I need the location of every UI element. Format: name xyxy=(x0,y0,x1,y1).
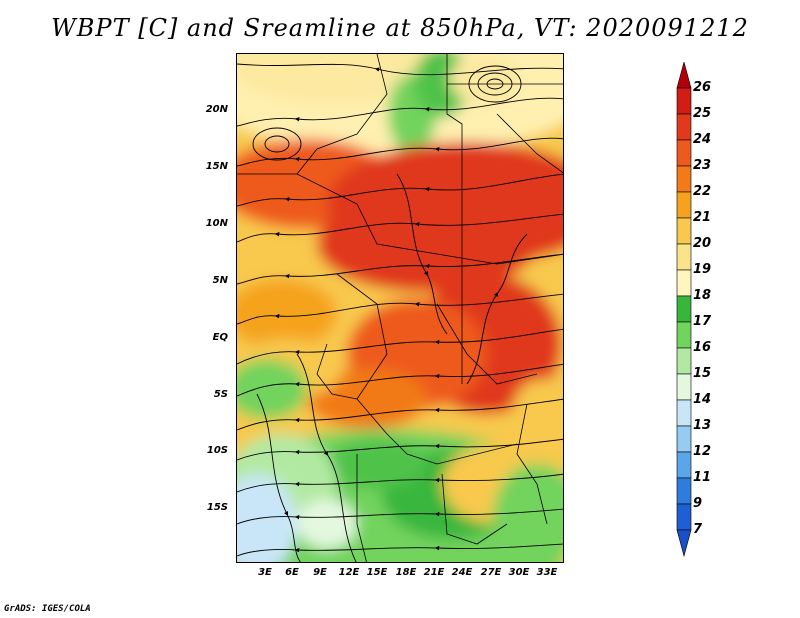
colorbar-label-23: 23 xyxy=(693,158,712,173)
lon-label-24e: 24E xyxy=(451,567,473,578)
colorbar-label-7: 7 xyxy=(693,522,703,537)
colorbar-swatch xyxy=(676,529,692,557)
colorbar-swatch xyxy=(676,347,692,375)
colorbar-label-15: 15 xyxy=(693,366,712,381)
lon-label-3e: 3E xyxy=(258,567,272,578)
colorbar-swatch xyxy=(676,451,692,479)
colorbar-label-22: 22 xyxy=(693,184,712,199)
lat-label-15s: 15S xyxy=(206,502,228,513)
colorbar-swatch xyxy=(676,87,692,115)
colorbar-label-14: 14 xyxy=(693,392,712,407)
colorbar-swatch xyxy=(676,243,692,271)
colorbar xyxy=(676,62,692,557)
colorbar-label-21: 21 xyxy=(693,210,712,225)
lat-label-15n: 15N xyxy=(205,161,228,172)
colorbar-swatch xyxy=(676,399,692,427)
lon-label-27e: 27E xyxy=(480,567,502,578)
colorbar-swatch xyxy=(676,321,692,349)
colorbar-label-16: 16 xyxy=(693,340,712,355)
colorbar-label-19: 19 xyxy=(693,262,712,277)
grads-credit: GrADS: IGES/COLA xyxy=(4,604,91,614)
colorbar-label-13: 13 xyxy=(693,418,712,433)
colorbar-swatch xyxy=(676,373,692,401)
colorbar-swatch xyxy=(676,113,692,141)
colorbar-swatch xyxy=(676,269,692,297)
lat-label-20n: 20N xyxy=(205,104,228,115)
wbpt-field xyxy=(237,54,563,562)
colorbar-label-17: 17 xyxy=(693,314,712,329)
lon-label-6e: 6E xyxy=(285,567,299,578)
colorbar-label-24: 24 xyxy=(693,132,712,147)
lat-label-10s: 10S xyxy=(206,445,228,456)
colorbar-swatch xyxy=(676,295,692,323)
lon-label-9e: 9E xyxy=(313,567,327,578)
lon-label-33e: 33E xyxy=(536,567,558,578)
lat-label-10n: 10N xyxy=(205,218,228,229)
lon-label-21e: 21E xyxy=(423,567,445,578)
colorbar-swatch xyxy=(676,191,692,219)
colorbar-label-18: 18 xyxy=(693,288,712,303)
colorbar-swatch xyxy=(676,139,692,167)
map-panel xyxy=(236,53,564,563)
colorbar-label-20: 20 xyxy=(693,236,712,251)
colorbar-label-11: 11 xyxy=(693,470,712,485)
colorbar-swatch xyxy=(676,165,692,193)
colorbar-swatch xyxy=(676,477,692,505)
colorbar-label-25: 25 xyxy=(693,106,712,121)
lat-label-5n: 5N xyxy=(212,275,228,286)
lon-label-30e: 30E xyxy=(508,567,530,578)
colorbar-label-26: 26 xyxy=(693,80,712,95)
lon-label-12e: 12E xyxy=(338,567,360,578)
colorbar-swatch xyxy=(676,425,692,453)
lon-label-15e: 15E xyxy=(366,567,388,578)
colorbar-swatch xyxy=(676,217,692,245)
chart-title: WBPT [C] and Sreamline at 850hPa, VT: 20… xyxy=(51,14,749,42)
lat-label-eq: EQ xyxy=(212,332,228,343)
colorbar-swatch xyxy=(676,503,692,531)
lat-label-5s: 5S xyxy=(213,389,228,400)
colorbar-label-12: 12 xyxy=(693,444,712,459)
colorbar-swatch xyxy=(676,62,692,89)
lon-label-18e: 18E xyxy=(395,567,417,578)
colorbar-label-9: 9 xyxy=(693,496,703,511)
